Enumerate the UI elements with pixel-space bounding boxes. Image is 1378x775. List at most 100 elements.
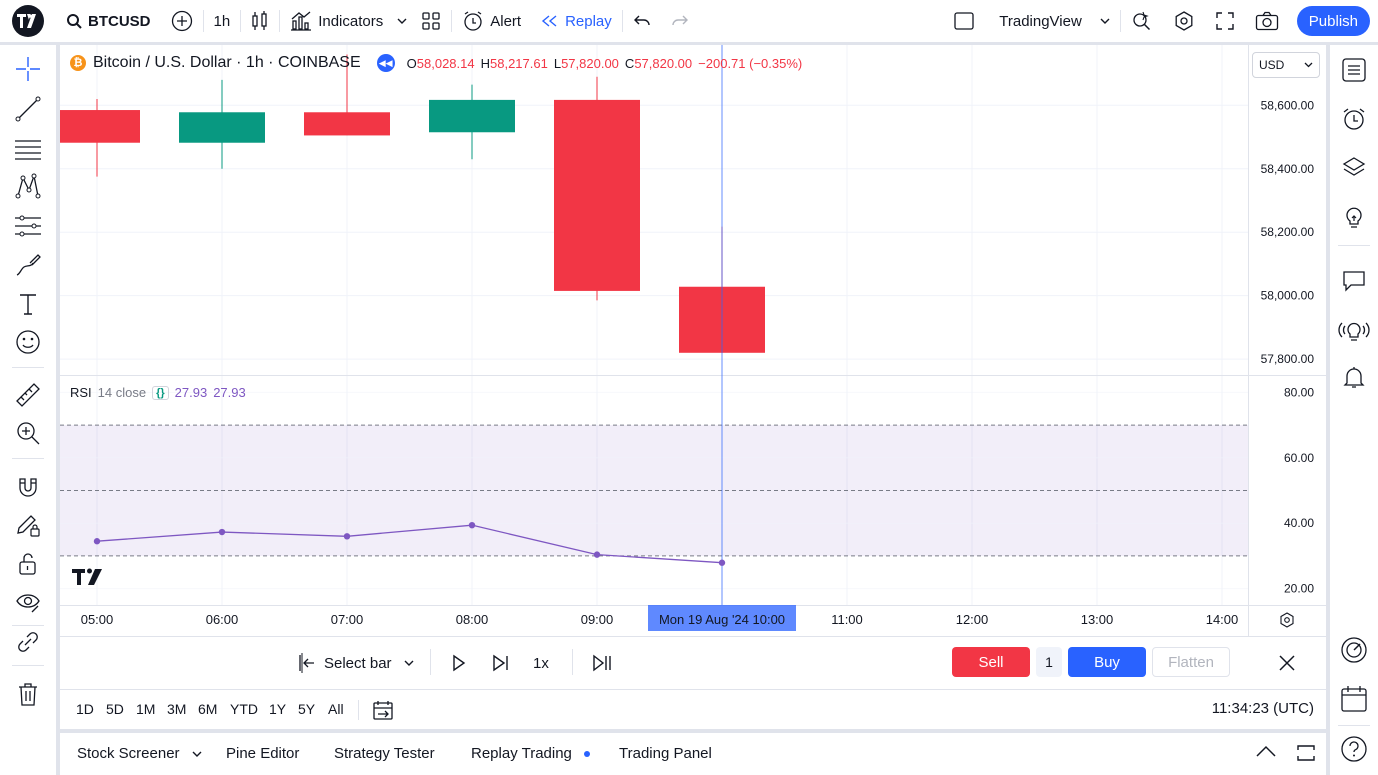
stay-in-drawing-tool[interactable] [8,508,48,542]
indicators-dropdown[interactable] [393,0,411,42]
chats-button[interactable] [1334,261,1374,301]
flatten-button[interactable]: Flatten [1152,647,1230,677]
price-axis-label: 57,800.00 [1261,352,1315,366]
range-1m[interactable]: 1M [136,701,156,717]
replay-button[interactable]: Replay [531,0,622,42]
forecast-tool[interactable] [8,209,48,243]
object-tree-button[interactable] [1334,148,1374,188]
chat-icon [1343,271,1365,292]
tab-replay-trading[interactable]: Replay Trading [471,745,590,762]
fullscreen-button[interactable] [1205,0,1245,42]
close-replay-button[interactable] [1278,649,1296,677]
magnet-tool[interactable] [8,470,48,504]
settings-button[interactable] [1163,0,1205,42]
tab-strategy-tester[interactable]: Strategy Tester [334,745,435,762]
tradingview-logo[interactable] [0,0,56,42]
alerts-button[interactable] [1334,99,1374,139]
maximize-panel-button[interactable] [1296,743,1316,763]
chevron-down-icon [397,18,407,24]
low-value: 57,820.00 [561,55,619,71]
range-5d[interactable]: 5D [106,701,124,717]
list-icon [1342,58,1366,82]
range-3m[interactable]: 3M [167,701,187,717]
pattern-tool[interactable] [8,169,48,203]
fib-tool[interactable] [8,131,48,165]
calendar-button[interactable] [1334,679,1374,719]
replay-control-bar: Select bar 1x Sell 1 Buy Flatten [60,636,1326,687]
dom-button[interactable] [1334,630,1374,670]
text-tool[interactable] [8,287,48,321]
axis-settings-icon[interactable] [1280,612,1294,628]
indicators-button[interactable]: Indicators [280,0,393,42]
tab-stock-screener[interactable]: Stock Screener [77,745,202,762]
hide-drawings-tool[interactable] [8,585,48,619]
publish-button[interactable]: Publish [1296,6,1370,36]
symbol-title[interactable]: Bitcoin / U.S. Dollar · 1h · COINBASE [93,54,361,71]
clock-utc[interactable]: 11:34:23 (UTC) [1211,700,1314,717]
compare-button[interactable] [161,0,203,42]
remove-drawings-tool[interactable] [8,677,48,711]
range-ytd[interactable]: YTD [230,701,258,717]
divider [202,10,204,32]
streams-button[interactable] [1334,310,1374,350]
undo-button[interactable] [623,0,661,42]
range-all[interactable]: All [328,701,344,717]
magnet-icon [19,478,37,497]
tab-pine-editor[interactable]: Pine Editor [226,745,299,762]
emoji-tool[interactable] [8,325,48,359]
speed-button[interactable]: 1x [533,649,549,677]
ideas-button[interactable] [1334,197,1374,237]
jump-to-realtime-button[interactable] [592,649,612,677]
play-button[interactable] [452,649,466,677]
alert-button[interactable]: Alert [452,0,531,42]
tab-label: Strategy Tester [334,745,435,762]
redo-button[interactable] [661,0,699,42]
zoom-in-icon [17,422,40,445]
range-5y[interactable]: 5Y [298,701,316,717]
close-value: 57,820.00 [634,55,693,71]
currency-select[interactable]: USD [1252,52,1320,78]
buy-button[interactable]: Buy [1068,647,1146,677]
calendar-range-icon [373,701,393,720]
symbol-search[interactable]: BTCUSD [56,0,161,42]
layout-button[interactable]: TradingView [943,0,1120,42]
link-tool[interactable] [8,625,48,659]
source-code-icon[interactable]: {} [152,385,169,400]
snapshot-button[interactable] [1245,0,1289,42]
range-1y[interactable]: 1Y [269,701,287,717]
range-1d[interactable]: 1D [76,701,94,717]
quantity-input[interactable]: 1 [1036,647,1062,677]
rsi-value-1: 27.93 [174,385,208,400]
divider [358,700,359,720]
select-bar-button[interactable]: Select bar [298,649,414,677]
fullscreen-icon [1216,12,1234,30]
lock-drawings-tool[interactable] [8,547,48,581]
chart-canvas[interactable]: 58,600.00 58,400.00 58,200.00 58,000.00 57,8… [60,45,1326,636]
replay-rewind-icon[interactable]: ◀◀ [376,54,395,72]
watchlist-button[interactable] [1334,50,1374,90]
crosshair-tool[interactable] [8,52,48,86]
chart-area[interactable]: 58,600.00 58,400.00 58,200.00 58,000.00 57,8… [60,45,1326,689]
templates-button[interactable] [411,0,451,42]
notifications-button[interactable] [1334,357,1374,397]
collapse-panel-button[interactable] [1256,745,1276,757]
rsi-name[interactable]: RSI [70,385,92,400]
candles-icon [252,11,267,30]
help-button[interactable] [1334,729,1374,769]
measure-tool[interactable] [8,378,48,412]
goto-date-button[interactable] [372,699,394,721]
interval-button[interactable]: 1h [204,0,241,42]
range-6m[interactable]: 6M [198,701,218,717]
time-axis-label: 09:00 [581,612,614,627]
step-forward-button[interactable] [492,649,510,677]
zoom-tool[interactable] [8,416,48,450]
trendline-tool[interactable] [8,92,48,126]
tab-label: Replay Trading [471,745,572,762]
price-axis-label: 58,400.00 [1261,162,1315,176]
quick-search-button[interactable] [1121,0,1163,42]
sell-button[interactable]: Sell [952,647,1030,677]
brush-tool[interactable] [8,248,48,282]
tab-trading-panel[interactable]: Trading Panel [619,745,712,762]
rsi-point [343,533,351,540]
chart-type-button[interactable] [241,0,279,42]
